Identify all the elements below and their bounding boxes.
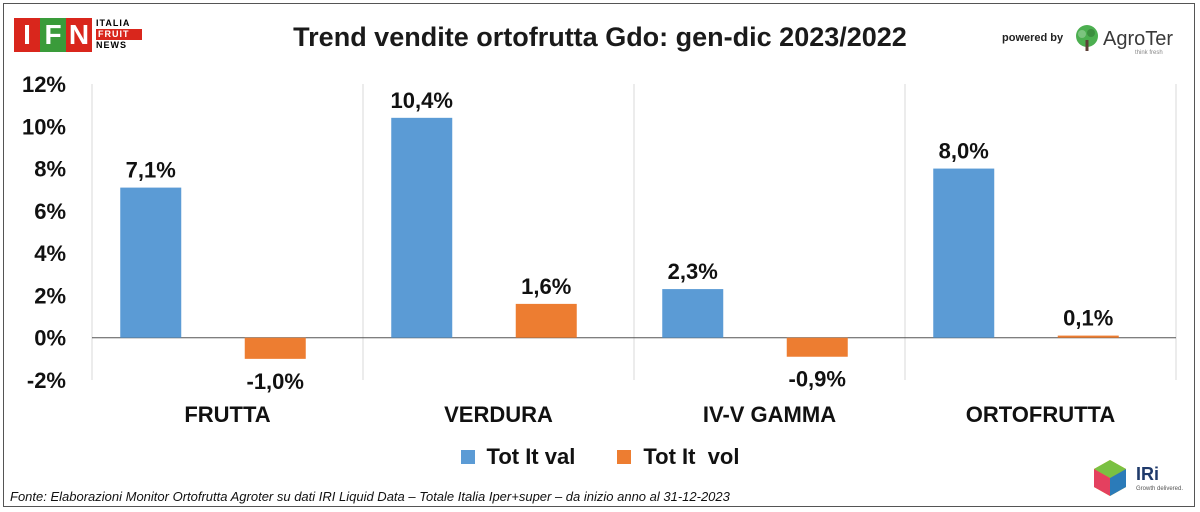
iri-logo: IRi Growth delivered. <box>1090 458 1190 503</box>
bar-val <box>120 187 182 338</box>
x-tick-label: ORTOFRUTTA <box>966 402 1116 427</box>
data-label: 8,0% <box>939 139 989 164</box>
data-label: 10,4% <box>391 88 453 113</box>
bar-val <box>391 117 453 338</box>
y-tick-label: 6% <box>34 199 66 224</box>
legend-swatch-vol <box>617 450 632 464</box>
iri-logo-tagline: Growth delivered. <box>1136 486 1184 492</box>
ifn-logo-text: ITALIA FRUIT NEWS <box>96 18 142 51</box>
tree-icon <box>1076 25 1098 51</box>
source-note: Fonte: Elaborazioni Monitor Ortofrutta A… <box>10 489 730 504</box>
bar-val <box>933 168 995 338</box>
legend-item-vol: Tot It vol <box>617 444 739 470</box>
bar-vol <box>515 303 577 338</box>
bar-val <box>662 289 724 338</box>
y-tick-label: -2% <box>27 368 66 393</box>
bar-vol <box>786 337 848 357</box>
x-tick-label: IV-V GAMMA <box>703 402 836 427</box>
y-tick-label: 4% <box>34 241 66 266</box>
agroter-logo-tagline: think fresh <box>1135 50 1163 56</box>
bar-vol <box>244 337 306 359</box>
legend-swatch-val <box>460 450 475 464</box>
data-label: 1,6% <box>521 274 571 299</box>
data-label: -1,0% <box>247 369 304 394</box>
powered-by-label: powered by <box>1002 32 1064 44</box>
data-label: 0,1% <box>1063 306 1113 331</box>
chart-title: Trend vendite ortofrutta Gdo: gen-dic 20… <box>293 22 907 52</box>
chart-frame <box>3 3 1195 507</box>
legend-label-val: Tot It val <box>486 444 576 469</box>
ifn-logo-line3: NEWS <box>96 40 127 50</box>
ifn-logo-n: N <box>66 18 92 52</box>
y-tick-label: 8% <box>34 157 66 182</box>
data-label: -0,9% <box>789 367 846 392</box>
legend-label-vol: Tot It vol <box>643 444 740 469</box>
data-label: 7,1% <box>126 158 176 183</box>
ifn-logo-line2: FRUIT <box>96 29 142 40</box>
ifn-logo-line1: ITALIA <box>96 18 131 28</box>
iri-cube-icon <box>1094 460 1126 496</box>
ifn-logo: I F N ITALIA FRUIT NEWS <box>14 18 144 54</box>
bar-chart: -2% 0% 2% 4% 6% 8% 10% 12% FRUTTA VERDURA IV-V GA… <box>22 72 1177 427</box>
ifn-logo-f: F <box>40 18 66 52</box>
x-tick-label: VERDURA <box>444 402 553 427</box>
data-label: 2,3% <box>668 259 718 284</box>
y-tick-label: 10% <box>22 114 66 139</box>
legend: Tot It val Tot It vol <box>0 444 1200 470</box>
ifn-logo-i: I <box>14 18 40 52</box>
y-tick-label: 0% <box>34 326 66 351</box>
agroter-logo-text: AgroTer <box>1103 28 1174 50</box>
x-tick-label: FRUTTA <box>184 402 270 427</box>
iri-logo-text: IRi <box>1136 464 1160 484</box>
bar-vol <box>1057 335 1119 338</box>
y-tick-label: 2% <box>34 283 66 308</box>
y-tick-label: 12% <box>22 72 66 97</box>
legend-item-val: Tot It val <box>460 444 576 470</box>
agroter-logo: AgroTer think fresh <box>1073 20 1185 60</box>
